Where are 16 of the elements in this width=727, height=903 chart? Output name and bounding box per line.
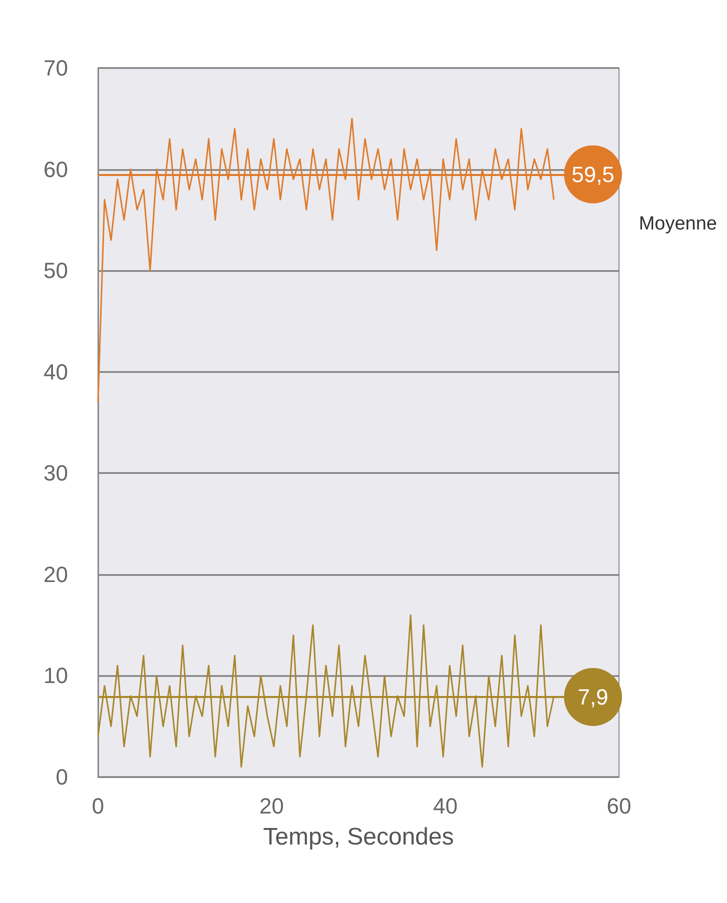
y-tick-label: 0	[56, 764, 68, 790]
y-tick-label: 20	[44, 562, 68, 587]
y-tick-label: 10	[44, 663, 68, 688]
x-tick-label: 60	[606, 794, 632, 818]
y-tick-label: 30	[44, 460, 68, 486]
y-tick-label: 70	[44, 56, 68, 80]
x-tick-label: 0	[92, 794, 104, 818]
ref-line-label: 7,9	[578, 684, 608, 710]
x-tick-label: 40	[433, 794, 458, 818]
x-tick-label: 20	[259, 794, 284, 818]
x-axis-title: Temps, Secondes	[263, 824, 454, 850]
y-tick-label: 50	[44, 258, 68, 284]
ref-line-label: 59,5	[572, 162, 614, 187]
text: Moyenne	[638, 213, 718, 234]
y-tick-label: 40	[44, 359, 68, 384]
y-tick-label: 60	[44, 156, 68, 182]
